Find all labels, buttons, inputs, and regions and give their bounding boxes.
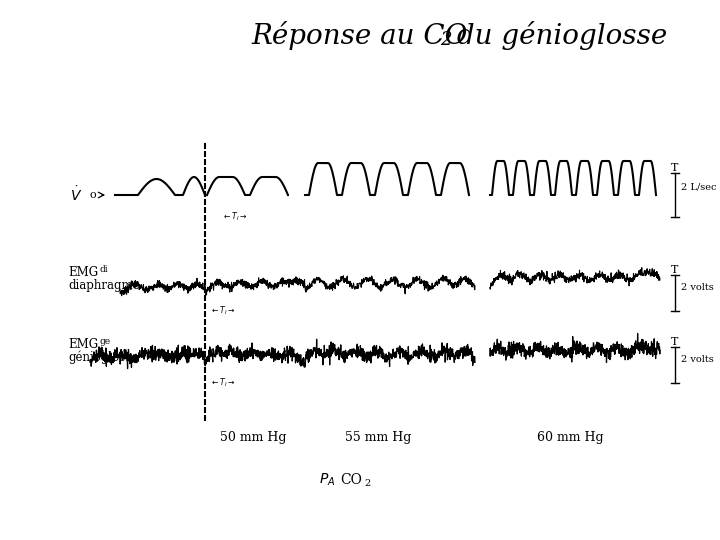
Text: EMG: EMG — [68, 267, 98, 280]
Text: T: T — [671, 163, 679, 173]
Text: di: di — [100, 265, 109, 273]
Text: diaphragme: diaphragme — [68, 279, 140, 292]
Text: 50 mm Hg: 50 mm Hg — [220, 430, 287, 443]
Text: 2 volts: 2 volts — [681, 355, 714, 364]
Text: T: T — [671, 337, 679, 347]
Text: génioglosse: génioglosse — [68, 350, 138, 364]
Text: CO: CO — [340, 473, 362, 487]
Text: $P_A$: $P_A$ — [319, 472, 335, 488]
Text: 2 L/sec: 2 L/sec — [681, 183, 716, 192]
Text: T: T — [671, 265, 679, 275]
Text: 2: 2 — [364, 478, 370, 488]
Text: $\leftarrow T_I \rightarrow$: $\leftarrow T_I \rightarrow$ — [210, 377, 235, 389]
Text: $\dot{V}$: $\dot{V}$ — [70, 186, 82, 204]
Text: EMG: EMG — [68, 339, 98, 352]
Text: 2 volts: 2 volts — [681, 284, 714, 293]
Text: 55 mm Hg: 55 mm Hg — [345, 430, 411, 443]
Text: ge: ge — [100, 336, 111, 346]
Text: o: o — [90, 190, 96, 200]
Text: 2: 2 — [440, 31, 451, 49]
Text: $\leftarrow T_I \rightarrow$: $\leftarrow T_I \rightarrow$ — [210, 305, 235, 317]
Text: du génioglosse: du génioglosse — [448, 21, 667, 50]
Text: $\leftarrow T_I \rightarrow$: $\leftarrow T_I \rightarrow$ — [222, 211, 248, 223]
Text: Réponse au CO: Réponse au CO — [252, 21, 468, 50]
Text: 60 mm Hg: 60 mm Hg — [536, 430, 603, 443]
